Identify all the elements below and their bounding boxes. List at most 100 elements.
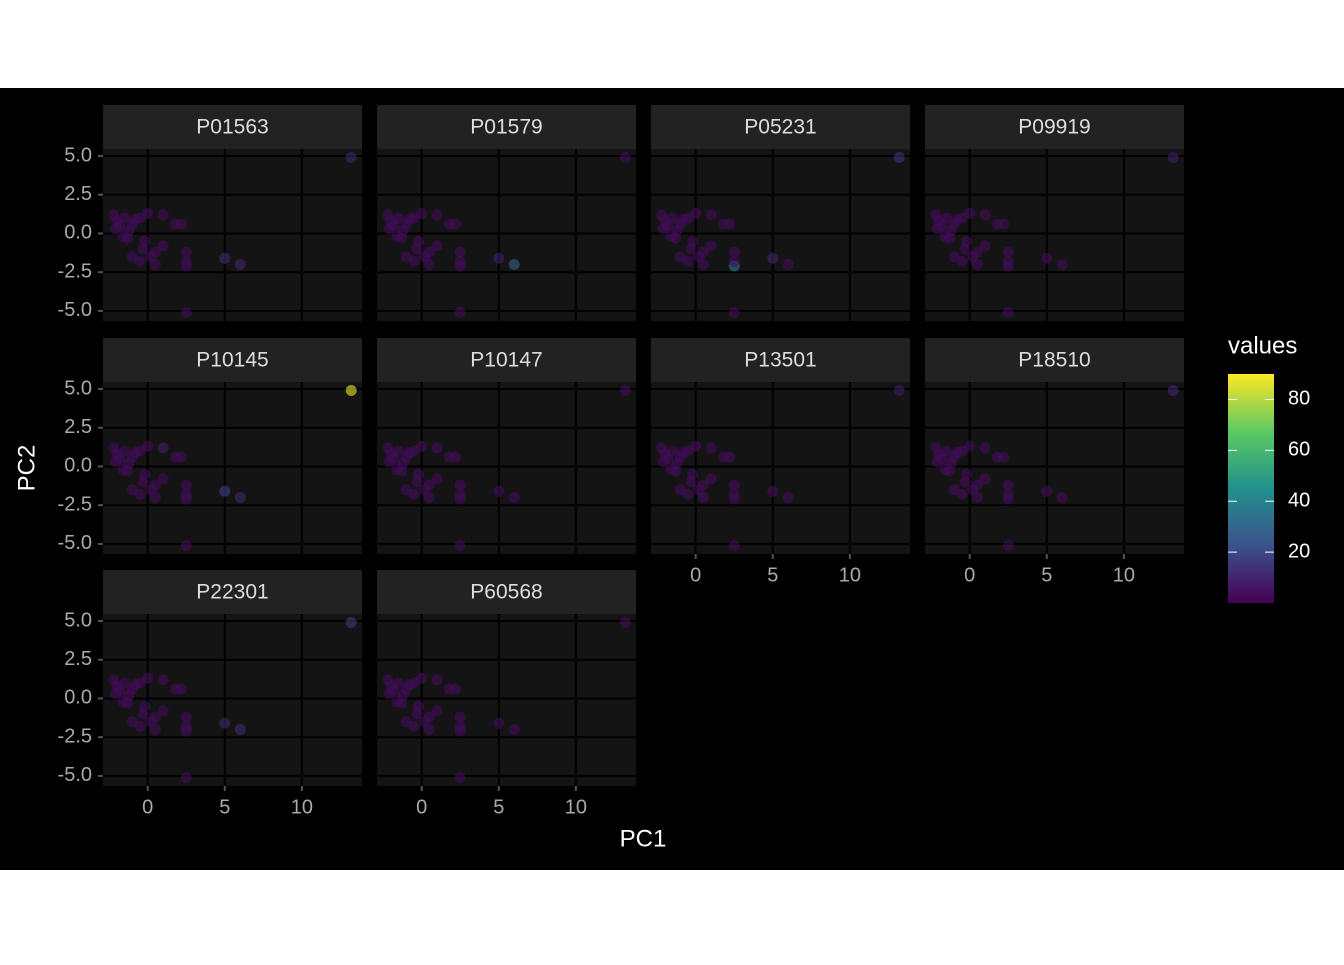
legend-title: values — [1228, 332, 1297, 359]
y-tick-label: 5.0 — [64, 609, 92, 631]
y-tick-label: 0.0 — [64, 222, 92, 244]
x-tick-label: 0 — [690, 564, 701, 586]
point — [176, 683, 188, 695]
point — [979, 240, 991, 252]
point — [137, 243, 149, 255]
x-tick-label: 5 — [767, 564, 778, 586]
point — [705, 209, 717, 221]
point — [416, 207, 428, 219]
y-tick-label: 2.5 — [64, 183, 92, 205]
colorbar-label: 80 — [1288, 388, 1310, 410]
strip-label: P01563 — [196, 116, 268, 139]
point — [234, 491, 246, 503]
point — [137, 476, 149, 488]
point — [416, 672, 428, 684]
point — [667, 212, 679, 224]
point — [454, 479, 466, 491]
point — [145, 716, 157, 728]
strip-label: P22301 — [196, 581, 268, 604]
panel — [925, 382, 1184, 554]
point — [176, 218, 188, 230]
point — [345, 617, 357, 629]
point — [657, 223, 669, 235]
point — [454, 711, 466, 723]
y-tick-label: -5.0 — [58, 764, 92, 786]
point — [454, 255, 466, 267]
x-tick-label: 10 — [291, 796, 313, 818]
point — [454, 488, 466, 500]
point — [964, 440, 976, 452]
point — [728, 539, 740, 551]
point — [508, 723, 520, 735]
colorbar-label: 20 — [1288, 540, 1310, 562]
strip-label: P60568 — [470, 581, 542, 604]
point — [964, 207, 976, 219]
strip — [925, 105, 1184, 149]
strip — [377, 105, 636, 149]
point — [931, 223, 943, 235]
point — [419, 484, 431, 496]
point — [180, 306, 192, 318]
point — [142, 440, 154, 452]
point — [180, 255, 192, 267]
point — [998, 218, 1010, 230]
point — [450, 683, 462, 695]
point — [724, 451, 736, 463]
point — [134, 720, 146, 732]
panel — [103, 382, 362, 554]
point — [142, 672, 154, 684]
point — [145, 484, 157, 496]
point — [396, 697, 408, 709]
point — [408, 488, 420, 500]
point — [941, 212, 953, 224]
y-tick-label: -5.0 — [58, 299, 92, 321]
x-tick-label: 5 — [493, 796, 504, 818]
point — [157, 240, 169, 252]
point — [408, 720, 420, 732]
point — [728, 306, 740, 318]
strip-label: P10147 — [470, 349, 542, 372]
point — [234, 723, 246, 735]
point — [690, 207, 702, 219]
y-tick-label: -2.5 — [58, 493, 92, 515]
point — [145, 251, 157, 263]
panel — [103, 149, 362, 321]
strip — [377, 338, 636, 382]
point — [142, 207, 154, 219]
point — [728, 246, 740, 258]
point — [122, 232, 134, 244]
point — [724, 218, 736, 230]
panel — [377, 614, 636, 786]
point — [767, 485, 779, 497]
point — [619, 152, 631, 164]
point — [180, 246, 192, 258]
panel — [651, 382, 910, 554]
point — [416, 440, 428, 452]
point — [454, 306, 466, 318]
point — [1002, 306, 1014, 318]
point — [685, 243, 697, 255]
point — [157, 442, 169, 454]
point — [693, 484, 705, 496]
point — [180, 771, 192, 783]
x-tick-label: 5 — [219, 796, 230, 818]
point — [411, 708, 423, 720]
strip-label: P10145 — [196, 349, 268, 372]
point — [431, 473, 443, 485]
point — [670, 465, 682, 477]
panel — [377, 149, 636, 321]
x-tick-label: 5 — [1041, 564, 1052, 586]
point — [419, 716, 431, 728]
point — [109, 688, 121, 700]
strip — [103, 338, 362, 382]
point — [1002, 479, 1014, 491]
point — [345, 385, 357, 397]
point — [998, 451, 1010, 463]
point — [119, 445, 131, 457]
strip-label: P09919 — [1018, 116, 1090, 139]
point — [383, 223, 395, 235]
y-tick-label: 0.0 — [64, 687, 92, 709]
point — [619, 385, 631, 397]
point — [956, 488, 968, 500]
y-tick-label: -5.0 — [58, 532, 92, 554]
